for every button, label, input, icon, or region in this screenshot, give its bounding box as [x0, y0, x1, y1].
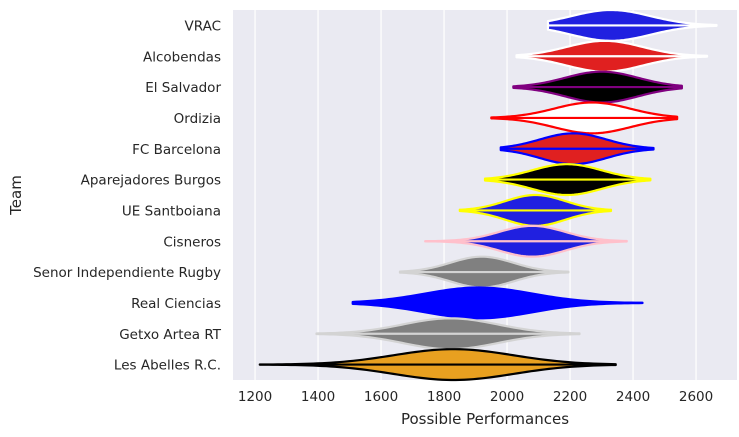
x-tick-label: 2200 — [553, 389, 587, 405]
x-axis-title: Possible Performances — [401, 410, 569, 428]
x-tick-label: 1800 — [427, 389, 461, 405]
x-tick-label: 2400 — [616, 389, 650, 405]
y-tick-label: Ordizia — [174, 111, 221, 127]
y-tick-label: Cisneros — [163, 234, 221, 250]
y-tick-labels: VRAC Alcobendas El Salvador Ordizia FC Barce… — [33, 18, 222, 373]
y-tick-label: FC Barcelona — [132, 142, 221, 158]
y-tick-label: Senor Independiente Rugby — [33, 265, 221, 281]
x-tick-label: 1600 — [364, 389, 398, 405]
x-tick-label: 2000 — [490, 389, 524, 405]
y-axis-title: Team — [7, 175, 25, 216]
y-tick-label: Aparejadores Burgos — [81, 173, 221, 189]
y-tick-label: Getxo Artea RT — [119, 327, 222, 343]
y-tick-label: Real Ciencias — [131, 296, 221, 312]
y-tick-label: El Salvador — [145, 80, 221, 96]
y-tick-label: Alcobendas — [143, 49, 221, 65]
x-tick-label: 1200 — [238, 389, 272, 405]
violins — [258, 8, 718, 382]
x-tick-labels: 1200 1400 1600 1800 2000 2200 2400 2600 — [238, 389, 713, 405]
y-tick-label: Les Abelles R.C. — [114, 358, 221, 374]
y-tick-label: UE Santboiana — [122, 203, 221, 219]
y-tick-label: VRAC — [185, 18, 222, 34]
x-tick-label: 2600 — [679, 389, 713, 405]
x-tick-label: 1400 — [301, 389, 335, 405]
